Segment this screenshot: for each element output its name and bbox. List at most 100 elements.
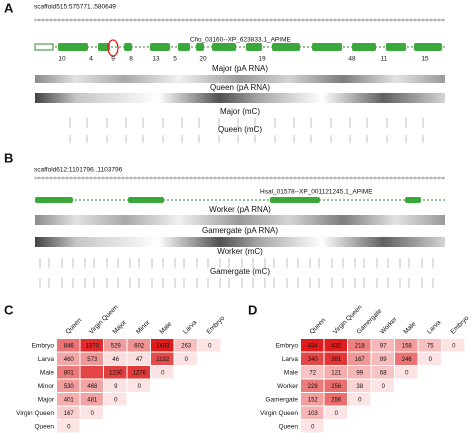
cell-value: 1493	[156, 343, 170, 349]
cell-value: 75	[427, 343, 434, 349]
heat-cell	[57, 393, 80, 406]
heat-cell	[301, 406, 324, 419]
track-signal	[35, 237, 445, 247]
exon-number: 4	[89, 56, 93, 63]
exon-number: 48	[348, 56, 356, 63]
exon-number: 8	[129, 56, 133, 63]
row-label: Male	[40, 369, 54, 376]
exon	[246, 43, 262, 51]
heat-cell	[151, 366, 174, 379]
exon	[150, 43, 170, 51]
track-label: Gamergate (mC)	[210, 267, 270, 276]
heat-cell	[324, 406, 347, 419]
cell-value: 1132	[156, 357, 170, 363]
row-label: Queen	[34, 423, 54, 430]
column-label: Queen	[64, 317, 83, 336]
heat-cell	[104, 379, 127, 392]
cell-value: 263	[181, 343, 192, 349]
heat-cell	[127, 339, 150, 352]
exon-number: 15	[421, 56, 429, 63]
track-signal	[35, 75, 445, 83]
row-label: Major	[38, 396, 55, 403]
row-label: Minor	[38, 383, 55, 390]
cell-value: 529	[111, 343, 122, 349]
heat-cell	[127, 379, 150, 392]
cell-value: 0	[67, 424, 71, 430]
cell-value: 401	[64, 397, 75, 403]
panel-label: B	[4, 150, 13, 165]
cell-value: 0	[429, 357, 433, 363]
cell-value: 256	[331, 397, 342, 403]
row-label: Queen	[278, 423, 298, 430]
heat-cell	[348, 339, 371, 352]
cell-value: 1370	[86, 343, 100, 349]
column-label: Male	[402, 320, 417, 335]
heat-cell	[418, 339, 441, 352]
row-label: Larva	[282, 356, 299, 363]
cell-value: 340	[308, 357, 319, 363]
cell-value: 530	[64, 384, 75, 390]
heat-cell	[127, 366, 150, 379]
cell-value: 152	[308, 397, 319, 403]
exon	[212, 43, 236, 51]
exon-number: 19	[258, 56, 266, 63]
heat-cell	[418, 352, 441, 365]
heat-cell	[324, 339, 347, 352]
row-label: Male	[284, 369, 298, 376]
heat-cell	[104, 339, 127, 352]
exon	[128, 197, 164, 203]
heat-cell	[80, 379, 103, 392]
cell-value: 0	[405, 370, 409, 376]
heat-cell	[57, 366, 80, 379]
cell-value: 121	[331, 370, 342, 376]
cell-value: 481	[87, 397, 98, 403]
heat-cell	[80, 406, 103, 419]
cell-value: 0	[452, 343, 456, 349]
exon	[124, 43, 132, 51]
row-label: Virgin Queen	[16, 410, 54, 417]
exon	[272, 43, 300, 51]
column-label: Embryo	[449, 315, 470, 336]
track-label: Gamergate (pA RNA)	[202, 226, 278, 235]
cell-value: 0	[91, 411, 95, 417]
exon	[352, 43, 376, 51]
heat-cell	[198, 339, 221, 352]
cell-value: 0	[161, 370, 165, 376]
heat-cell	[348, 352, 371, 365]
exon	[414, 43, 442, 51]
heat-cell	[104, 393, 127, 406]
region: scaffold515:575771..580649	[34, 4, 116, 11]
column-label: Male	[158, 320, 173, 335]
heat-cell	[127, 352, 150, 365]
track-label: Queen (mC)	[218, 125, 262, 134]
cell-value: 46	[112, 357, 119, 363]
cell-value: 99	[356, 370, 363, 376]
column-label: Minor	[135, 319, 152, 336]
track-signal	[35, 215, 445, 225]
cell-value: 97	[380, 343, 387, 349]
row-label: Worker	[277, 383, 299, 390]
heat-cell	[57, 339, 80, 352]
cell-value: 460	[64, 357, 75, 363]
heat-cell	[371, 352, 394, 365]
highlight	[107, 39, 119, 57]
gene-name: Cfio_03160--XP_623833.1_APIME	[190, 37, 291, 44]
exon-number: 5	[173, 56, 177, 63]
exon	[58, 43, 88, 51]
exon	[178, 43, 190, 51]
cell-value: 89	[380, 357, 387, 363]
heat-cell	[174, 352, 197, 365]
cell-value: 602	[134, 343, 145, 349]
cell-value: 0	[382, 384, 386, 390]
heat-cell	[324, 352, 347, 365]
cell-value: 1276	[133, 370, 147, 376]
panel-label: A	[4, 0, 14, 15]
track-label: Worker (pA RNA)	[209, 205, 271, 214]
panel-label: C	[4, 302, 14, 317]
cell-value: 0	[208, 343, 212, 349]
cell-value: 103	[308, 411, 319, 417]
heat-cell	[371, 339, 394, 352]
panel-label: D	[248, 302, 257, 317]
cell-value: 228	[308, 384, 319, 390]
exon-number: 13	[152, 56, 160, 63]
